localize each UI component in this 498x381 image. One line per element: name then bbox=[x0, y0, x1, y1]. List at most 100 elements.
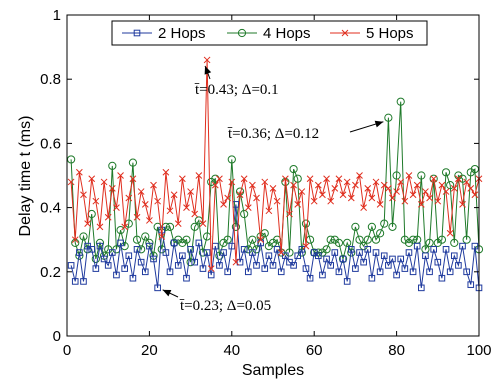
data-point bbox=[471, 191, 479, 199]
data-point bbox=[430, 246, 437, 253]
data-point bbox=[170, 191, 178, 199]
data-point bbox=[376, 229, 385, 238]
data-point bbox=[310, 197, 318, 205]
data-point bbox=[302, 242, 310, 250]
data-point bbox=[71, 236, 79, 244]
series-line bbox=[70, 204, 480, 288]
data-point bbox=[455, 262, 462, 269]
data-point bbox=[290, 262, 297, 269]
data-point bbox=[125, 252, 133, 260]
data-point bbox=[240, 175, 248, 183]
data-point bbox=[286, 210, 293, 218]
data-point bbox=[162, 249, 170, 256]
data-point bbox=[104, 213, 112, 221]
data-point bbox=[79, 232, 88, 241]
data-point bbox=[67, 262, 75, 269]
data-point bbox=[389, 255, 396, 263]
data-point bbox=[113, 204, 120, 211]
data-point bbox=[393, 271, 400, 279]
data-point bbox=[384, 113, 393, 122]
data-point bbox=[372, 178, 380, 186]
series-4-hops bbox=[67, 97, 484, 267]
data-point bbox=[434, 258, 442, 266]
data-point bbox=[158, 233, 166, 240]
data-point bbox=[371, 235, 381, 244]
data-point bbox=[323, 175, 330, 183]
data-point bbox=[409, 191, 417, 199]
data-point bbox=[224, 194, 232, 202]
data-point bbox=[315, 252, 322, 260]
data-point bbox=[113, 271, 120, 279]
data-point bbox=[363, 235, 372, 244]
annotation-text: t̄=0.23; Δ=0.05 bbox=[179, 298, 271, 314]
data-point bbox=[207, 271, 215, 279]
data-point bbox=[360, 258, 367, 266]
ticks: 0 20 40 60 80 100 0 0.2 0.4 0.6 0.8 1 bbox=[40, 7, 491, 359]
data-point bbox=[269, 184, 277, 192]
data-point bbox=[467, 281, 475, 288]
data-point bbox=[132, 235, 142, 244]
data-point bbox=[96, 223, 104, 231]
data-point bbox=[253, 262, 260, 269]
data-point bbox=[236, 258, 244, 266]
data-point bbox=[327, 262, 334, 269]
data-point bbox=[224, 268, 231, 276]
data-point bbox=[100, 255, 108, 263]
data-point bbox=[76, 168, 83, 176]
data-point bbox=[117, 172, 124, 179]
data-point bbox=[450, 238, 459, 248]
data-point bbox=[368, 274, 376, 282]
data-point bbox=[282, 175, 289, 183]
data-point bbox=[459, 201, 466, 208]
data-point bbox=[380, 219, 389, 228]
data-point bbox=[462, 235, 471, 244]
data-point bbox=[385, 184, 392, 192]
series-line bbox=[70, 59, 480, 269]
data-point bbox=[289, 164, 298, 174]
data-point bbox=[405, 249, 413, 256]
data-point bbox=[355, 235, 364, 244]
data-point bbox=[426, 194, 433, 202]
annotation-arrow-head bbox=[204, 65, 212, 75]
data-point bbox=[191, 258, 199, 266]
data-point bbox=[418, 284, 425, 292]
data-point bbox=[146, 242, 153, 250]
legend-marker bbox=[237, 28, 247, 38]
data-point bbox=[141, 268, 149, 276]
data-point bbox=[314, 181, 322, 189]
data-point bbox=[343, 238, 352, 248]
data-point bbox=[467, 184, 475, 192]
data-point bbox=[223, 235, 232, 244]
data-point bbox=[347, 194, 355, 202]
data-point bbox=[244, 204, 252, 211]
data-point bbox=[294, 252, 302, 260]
data-point bbox=[220, 249, 227, 256]
series-5-hops bbox=[67, 56, 483, 272]
plot-area bbox=[67, 15, 479, 336]
legend-label: 2 Hops bbox=[158, 25, 206, 42]
data-point bbox=[273, 197, 281, 205]
data-point bbox=[413, 242, 421, 250]
data-point bbox=[409, 268, 417, 276]
data-point bbox=[376, 268, 384, 276]
y-tick-label: 0.6 bbox=[40, 135, 61, 152]
data-point bbox=[228, 178, 236, 186]
data-point bbox=[347, 246, 355, 253]
data-point bbox=[154, 197, 161, 205]
data-point bbox=[67, 155, 76, 164]
data-point bbox=[405, 172, 413, 179]
data-point bbox=[137, 188, 145, 195]
data-point bbox=[170, 239, 178, 247]
data-point bbox=[71, 278, 79, 285]
data-point bbox=[150, 181, 157, 189]
data-point bbox=[165, 222, 175, 231]
data-point bbox=[364, 184, 372, 192]
data-point bbox=[137, 245, 146, 254]
data-point bbox=[207, 265, 215, 272]
data-point bbox=[96, 242, 104, 250]
legend-label: 5 Hops bbox=[366, 25, 414, 42]
data-point bbox=[273, 235, 282, 244]
data-point bbox=[368, 194, 376, 202]
data-point bbox=[425, 238, 434, 248]
data-point bbox=[117, 239, 124, 247]
